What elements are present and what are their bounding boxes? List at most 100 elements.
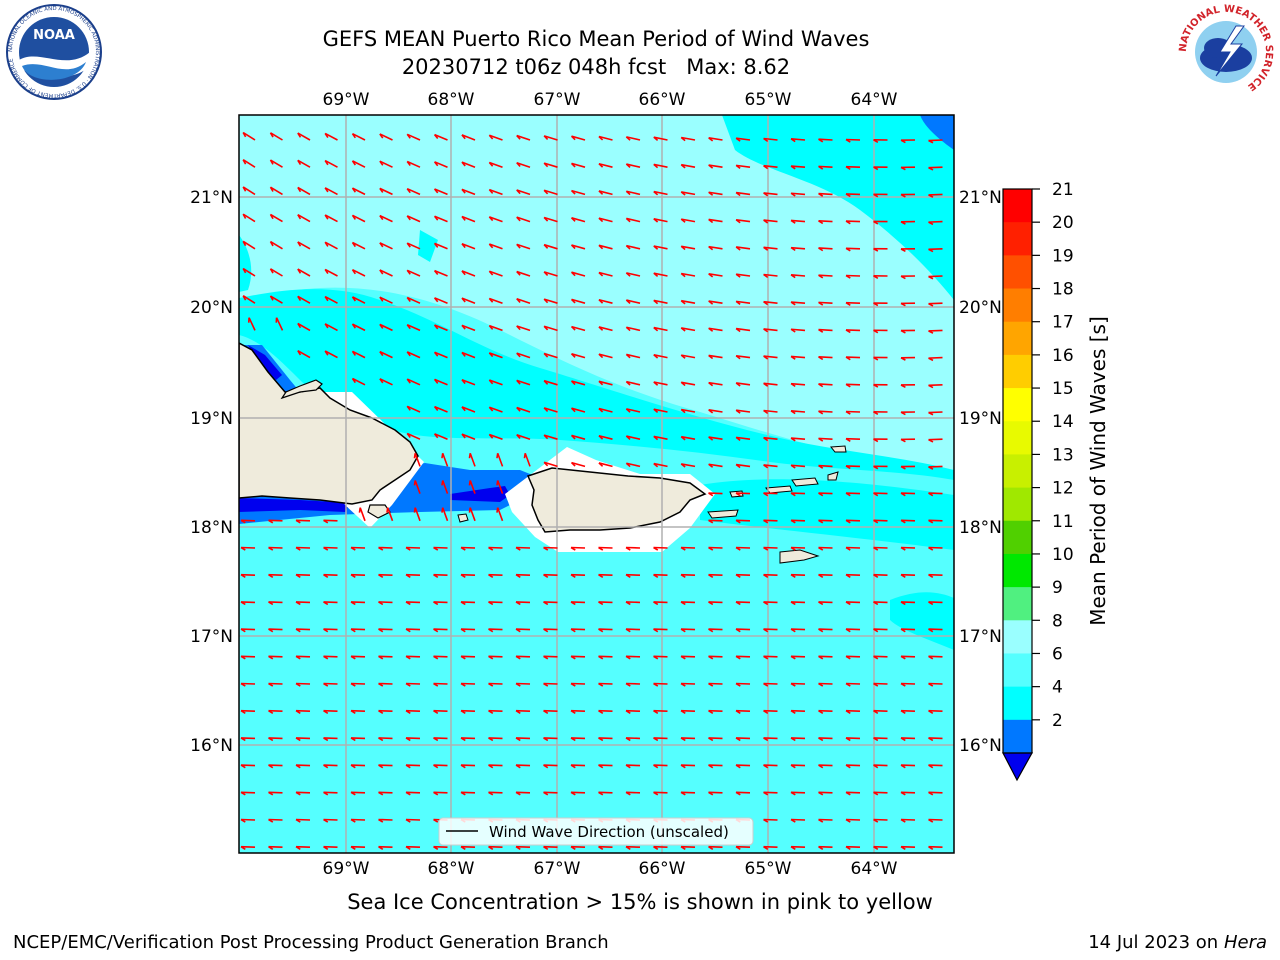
- wave-direction-arrow: [324, 132, 338, 141]
- wave-direction-arrowhead: [928, 303, 934, 307]
- wave-direction-arrow: [516, 189, 531, 196]
- wave-direction-arrow: [242, 131, 256, 141]
- wave-direction-arrowhead: [680, 436, 686, 441]
- wave-direction-arrowhead: [873, 247, 879, 252]
- wave-direction-arrow: [379, 350, 393, 359]
- wave-direction-arrow: [928, 166, 943, 169]
- wave-direction-arrowhead: [598, 190, 604, 195]
- wave-direction-arrowhead: [680, 846, 686, 850]
- wave-direction-arrow: [324, 241, 338, 250]
- wave-direction-arrowhead: [735, 382, 741, 387]
- wave-direction-arrow: [571, 162, 586, 168]
- map-gridlines: [239, 115, 954, 853]
- wave-direction-arrow: [489, 379, 503, 386]
- wave-direction-arrowhead: [735, 355, 741, 360]
- wave-direction-arrowhead: [818, 546, 824, 551]
- wave-direction-arrowhead: [488, 297, 494, 303]
- wave-direction-arrowhead: [297, 268, 302, 274]
- wave-direction-arrowhead: [461, 188, 466, 194]
- wave-direction-arrow: [352, 323, 366, 332]
- svg-text:65°W: 65°W: [745, 90, 792, 110]
- wave-direction-arrowhead: [460, 574, 466, 578]
- wave-direction-arrowhead: [496, 480, 499, 486]
- wave-direction-arrow: [653, 435, 668, 440]
- wave-direction-arrow: [708, 381, 723, 386]
- map-frame: [238, 114, 955, 854]
- colorbar-bin: [1003, 686, 1032, 721]
- wave-direction-arrowhead: [406, 269, 411, 275]
- wave-direction-arrowhead: [928, 357, 934, 362]
- wave-direction-arrowhead: [413, 480, 417, 486]
- wave-direction-arrowhead: [790, 846, 796, 850]
- colorbar-tick-label: 11: [1052, 512, 1074, 532]
- wave-direction-arrowhead: [653, 299, 659, 305]
- colorbar-tick-label: 4: [1052, 678, 1063, 698]
- wave-direction-arrow: [818, 192, 833, 196]
- wave-direction-arrow: [790, 138, 806, 141]
- title-line-2: 20230712 t06z 048h fcst Max: 8.62: [401, 55, 791, 79]
- wave-direction-arrowhead: [680, 218, 686, 223]
- wave-direction-arrowhead: [379, 323, 384, 329]
- wave-direction-arrowhead: [515, 601, 521, 606]
- wave-direction-arrowhead: [488, 764, 494, 769]
- wave-direction-arrowhead: [873, 139, 879, 143]
- wave-direction-arrow: [790, 301, 806, 304]
- wave-direction-arrowhead: [570, 353, 576, 358]
- wave-direction-arrowhead: [268, 818, 274, 823]
- wave-direction-arrowhead: [735, 327, 741, 333]
- wave-direction-arrowhead: [818, 710, 824, 714]
- wave-direction-arrowhead: [928, 194, 934, 198]
- legend-label: Wind Wave Direction (unscaled): [489, 823, 729, 841]
- wave-direction-arrowhead: [873, 275, 879, 279]
- wave-direction-arrow: [818, 464, 833, 468]
- wave-direction-arrow: [297, 159, 311, 168]
- wave-direction-arrowhead: [570, 298, 576, 304]
- wave-direction-arrowhead: [460, 655, 466, 660]
- wave-direction-arrow: [571, 271, 586, 277]
- wave-direction-arrowhead: [515, 791, 521, 796]
- wave-direction-arrowhead: [269, 186, 274, 192]
- wave-direction-arrowhead: [873, 302, 879, 307]
- wave-direction-arrow: [626, 435, 641, 440]
- wave-direction-arrowhead: [928, 710, 934, 714]
- wave-direction-arrowhead: [818, 247, 824, 252]
- wave-direction-arrow: [818, 138, 833, 141]
- wave-direction-arrowhead: [406, 324, 411, 330]
- wave-direction-arrowhead: [405, 628, 411, 633]
- wave-direction-arrowhead: [405, 574, 411, 578]
- wave-direction-arrowhead: [598, 217, 604, 223]
- wave-direction-arrow: [790, 437, 806, 440]
- wave-direction-arrowhead: [268, 710, 274, 714]
- wave-direction-arrow: [571, 298, 586, 304]
- colorbar-bin: [1003, 421, 1032, 455]
- wave-direction-arrowhead: [433, 215, 439, 221]
- wave-direction-arrow: [736, 218, 751, 223]
- colorbar-bin: [1003, 719, 1032, 754]
- wave-direction-arrowhead: [378, 628, 384, 633]
- wave-direction-arrowhead: [735, 300, 741, 305]
- wave-direction-arrowhead: [708, 519, 714, 524]
- wave-direction-arrowhead: [433, 324, 439, 330]
- wave-direction-arrow: [790, 246, 806, 250]
- wave-direction-arrowhead: [680, 463, 686, 468]
- wave-direction-arrowhead: [441, 507, 444, 513]
- wave-direction-arrowhead: [928, 628, 934, 633]
- wave-direction-arrowhead: [351, 269, 356, 275]
- wave-direction-arrow: [571, 461, 586, 468]
- wave-direction-arrowhead: [269, 268, 274, 274]
- wave-direction-arrowhead: [488, 682, 494, 687]
- wave-direction-arrow: [598, 217, 613, 223]
- wave-direction-arrow: [352, 350, 366, 359]
- colorbar-bin: [1003, 288, 1032, 323]
- wave-direction-arrowhead: [350, 655, 356, 660]
- wave-direction-arrowhead: [653, 655, 659, 660]
- wave-direction-arrow: [543, 243, 558, 250]
- wave-direction-arrow: [736, 137, 751, 141]
- wave-direction-arrow: [461, 270, 476, 277]
- wave-direction-arrow: [434, 405, 448, 413]
- wave-direction-arrow: [379, 242, 393, 250]
- nws-logo: NATIONAL WEATHER SERVICE: [1178, 4, 1274, 100]
- wave-direction-arrowhead: [543, 407, 549, 413]
- colorbar-bin: [1003, 620, 1032, 654]
